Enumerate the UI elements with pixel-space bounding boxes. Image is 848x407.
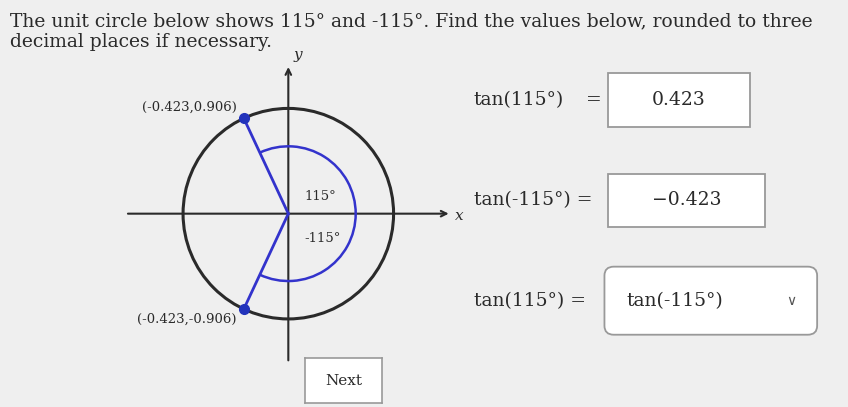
Text: (-0.423,-0.906): (-0.423,-0.906) [137, 313, 237, 326]
Text: =: = [586, 91, 601, 109]
Text: (-0.423,0.906): (-0.423,0.906) [142, 101, 237, 114]
Text: 115°: 115° [304, 190, 336, 203]
FancyBboxPatch shape [608, 173, 765, 227]
Text: Next: Next [325, 374, 362, 387]
Text: tan(-115°) =: tan(-115°) = [474, 191, 593, 210]
Text: -115°: -115° [304, 232, 341, 245]
Text: x: x [455, 209, 463, 223]
Text: tan(115°): tan(115°) [474, 91, 564, 109]
Text: The unit circle below shows 115° and -115°. Find the values below, rounded to th: The unit circle below shows 115° and -11… [10, 12, 812, 51]
FancyBboxPatch shape [605, 267, 817, 335]
Text: −0.423: −0.423 [652, 191, 722, 210]
Text: 0.423: 0.423 [652, 91, 706, 109]
FancyBboxPatch shape [608, 73, 750, 127]
Text: tan(115°) =: tan(115°) = [474, 292, 586, 310]
Text: y: y [293, 48, 302, 62]
Text: ∨: ∨ [786, 294, 796, 308]
Text: tan(-115°): tan(-115°) [627, 292, 723, 310]
